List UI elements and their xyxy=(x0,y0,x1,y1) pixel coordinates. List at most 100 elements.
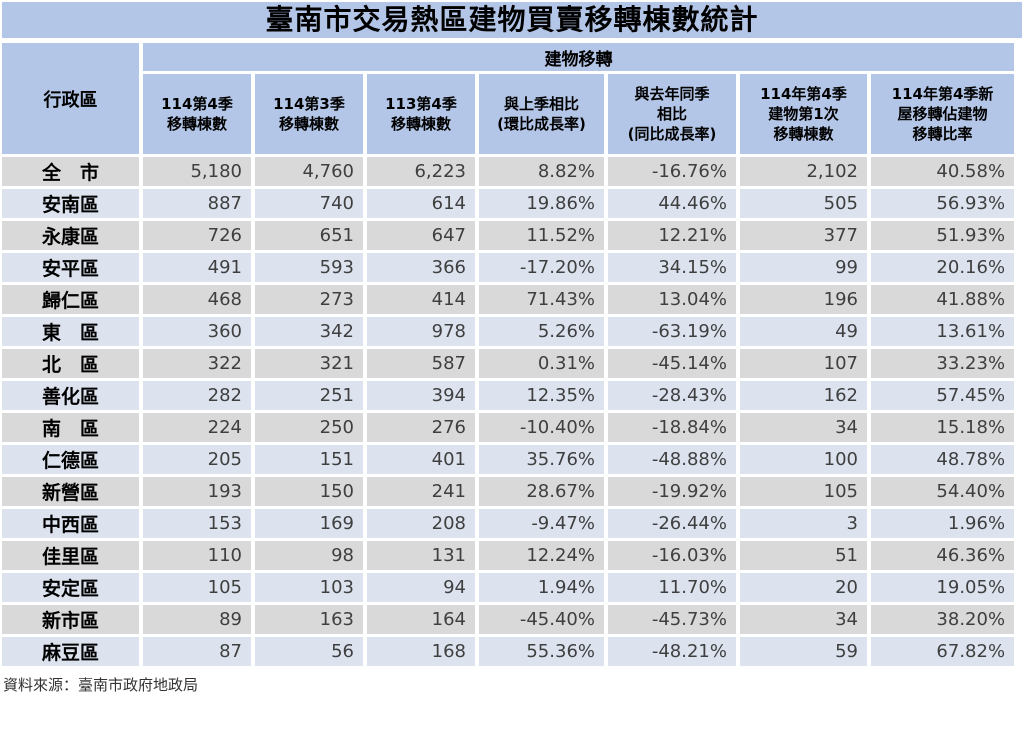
value-cell: 100 xyxy=(740,445,867,474)
value-cell: 99 xyxy=(740,253,867,282)
value-cell: 8.82% xyxy=(479,157,604,186)
value-cell: 1.96% xyxy=(871,509,1015,538)
col-header: 與上季相比 (環比成長率) xyxy=(479,74,604,154)
value-cell: 56 xyxy=(255,637,363,666)
value-cell: 322 xyxy=(143,349,251,378)
value-cell: -48.88% xyxy=(608,445,736,474)
value-cell: 131 xyxy=(367,541,475,570)
data-source-note: 資料來源：臺南市政府地政局 xyxy=(3,676,199,694)
value-cell: -18.84% xyxy=(608,413,736,442)
district-cell: 中西區 xyxy=(2,509,139,538)
value-cell: 978 xyxy=(367,317,475,346)
col-header: 114第4季 移轉棟數 xyxy=(143,74,251,154)
value-cell: 505 xyxy=(740,189,867,218)
table-row: 中西區 153 169 208 -9.47% -26.44% 3 1.96% xyxy=(2,509,1015,538)
table-header: 行政區 建物移轉 114第4季 移轉棟數 114第3季 移轉棟數 113第4季 移轉… xyxy=(2,43,1015,154)
district-cell: 歸仁區 xyxy=(2,285,139,314)
value-cell: -28.43% xyxy=(608,381,736,410)
table-row: 麻豆區 87 56 168 55.36% -48.21% 59 67.82% xyxy=(2,637,1015,666)
value-cell: 587 xyxy=(367,349,475,378)
value-cell: 98 xyxy=(255,541,363,570)
value-cell: 105 xyxy=(143,573,251,602)
district-cell: 仁德區 xyxy=(2,445,139,474)
value-cell: 614 xyxy=(367,189,475,218)
value-cell: 49 xyxy=(740,317,867,346)
value-cell: 491 xyxy=(143,253,251,282)
value-cell: 38.20% xyxy=(871,605,1015,634)
value-cell: -17.20% xyxy=(479,253,604,282)
value-cell: 251 xyxy=(255,381,363,410)
value-cell: -48.21% xyxy=(608,637,736,666)
page-title: 臺南市交易熱區建物買賣移轉棟數統計 xyxy=(2,2,1022,38)
value-cell: 1.94% xyxy=(479,573,604,602)
value-cell: 28.67% xyxy=(479,477,604,506)
value-cell: 56.93% xyxy=(871,189,1015,218)
col-header: 114年第4季新 屋移轉佔建物 移轉比率 xyxy=(871,74,1015,154)
value-cell: 6,223 xyxy=(367,157,475,186)
value-cell: 205 xyxy=(143,445,251,474)
table-row: 全 市 5,180 4,760 6,223 8.82% -16.76% 2,102 40.58… xyxy=(2,157,1015,186)
value-cell: 394 xyxy=(367,381,475,410)
district-cell: 全 市 xyxy=(2,157,139,186)
value-cell: 163 xyxy=(255,605,363,634)
value-cell: 33.23% xyxy=(871,349,1015,378)
value-cell: 401 xyxy=(367,445,475,474)
value-cell: 282 xyxy=(143,381,251,410)
value-cell: 740 xyxy=(255,189,363,218)
value-cell: 468 xyxy=(143,285,251,314)
value-cell: 20 xyxy=(740,573,867,602)
table-row: 新營區 193 150 241 28.67% -19.92% 105 54.40% xyxy=(2,477,1015,506)
value-cell: 34 xyxy=(740,605,867,634)
building-transfer-group-header: 建物移轉 xyxy=(143,43,1015,71)
value-cell: 59 xyxy=(740,637,867,666)
district-column-header: 行政區 xyxy=(2,43,139,154)
value-cell: 67.82% xyxy=(871,637,1015,666)
table-row: 仁德區 205 151 401 35.76% -48.88% 100 48.78% xyxy=(2,445,1015,474)
district-cell: 安定區 xyxy=(2,573,139,602)
value-cell: 11.70% xyxy=(608,573,736,602)
value-cell: 366 xyxy=(367,253,475,282)
district-cell: 新營區 xyxy=(2,477,139,506)
value-cell: 162 xyxy=(740,381,867,410)
value-cell: 377 xyxy=(740,221,867,250)
value-cell: 13.61% xyxy=(871,317,1015,346)
table-row: 安南區 887 740 614 19.86% 44.46% 505 56.93% xyxy=(2,189,1015,218)
value-cell: 41.88% xyxy=(871,285,1015,314)
value-cell: 593 xyxy=(255,253,363,282)
value-cell: 44.46% xyxy=(608,189,736,218)
value-cell: 2,102 xyxy=(740,157,867,186)
table-row: 永康區 726 651 647 11.52% 12.21% 377 51.93% xyxy=(2,221,1015,250)
value-cell: 4,760 xyxy=(255,157,363,186)
value-cell: 342 xyxy=(255,317,363,346)
value-cell: 46.36% xyxy=(871,541,1015,570)
value-cell: 321 xyxy=(255,349,363,378)
value-cell: 35.76% xyxy=(479,445,604,474)
value-cell: -9.47% xyxy=(479,509,604,538)
col-header: 與去年同季 相比 (同比成長率) xyxy=(608,74,736,154)
page: 臺南市交易熱區建物買賣移轉棟數統計 行政區 建物移轉 114第4季 移轉棟數 11… xyxy=(0,2,1022,694)
value-cell: 12.24% xyxy=(479,541,604,570)
value-cell: 193 xyxy=(143,477,251,506)
value-cell: -45.14% xyxy=(608,349,736,378)
value-cell: -16.03% xyxy=(608,541,736,570)
value-cell: 150 xyxy=(255,477,363,506)
stats-table: 行政區 建物移轉 114第4季 移轉棟數 114第3季 移轉棟數 113第4季 移轉… xyxy=(0,40,1018,669)
value-cell: 276 xyxy=(367,413,475,442)
value-cell: 87 xyxy=(143,637,251,666)
value-cell: 168 xyxy=(367,637,475,666)
value-cell: 5,180 xyxy=(143,157,251,186)
value-cell: 414 xyxy=(367,285,475,314)
value-cell: 169 xyxy=(255,509,363,538)
value-cell: -45.73% xyxy=(608,605,736,634)
table-row: 善化區 282 251 394 12.35% -28.43% 162 57.45% xyxy=(2,381,1015,410)
col-header: 114第3季 移轉棟數 xyxy=(255,74,363,154)
value-cell: 651 xyxy=(255,221,363,250)
district-cell: 安南區 xyxy=(2,189,139,218)
value-cell: 51 xyxy=(740,541,867,570)
value-cell: 726 xyxy=(143,221,251,250)
table-row: 東 區 360 342 978 5.26% -63.19% 49 13.61% xyxy=(2,317,1015,346)
value-cell: 250 xyxy=(255,413,363,442)
value-cell: -16.76% xyxy=(608,157,736,186)
district-cell: 麻豆區 xyxy=(2,637,139,666)
value-cell: 34 xyxy=(740,413,867,442)
